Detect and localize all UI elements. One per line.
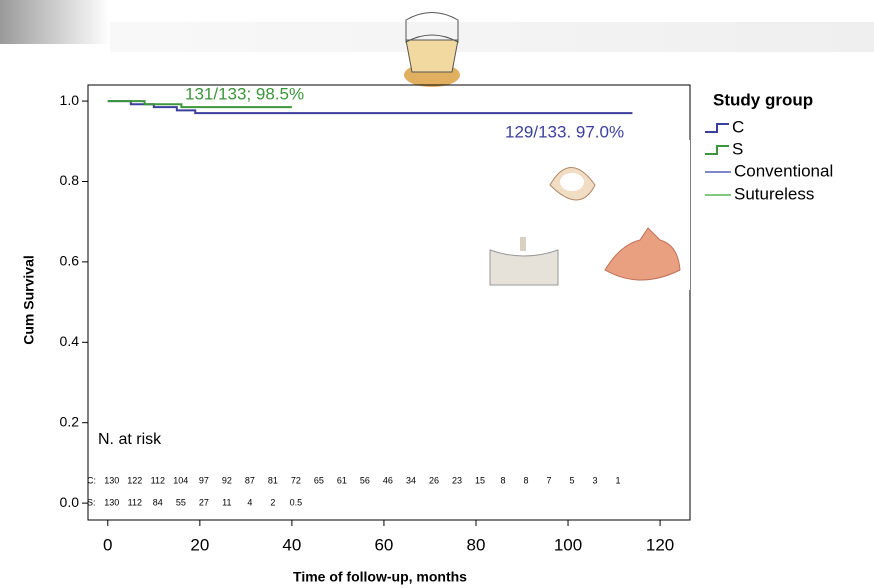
risk-count: 23 [452,475,462,485]
legend-step-icon [705,146,729,154]
risk-count: 97 [199,475,209,485]
risk-count: 112 [151,475,165,485]
risk-count: 56 [360,475,370,485]
legend-title: Study group [713,90,813,109]
risk-row-label: S: [87,497,96,507]
risk-count: 3 [593,475,598,485]
risk-count: 27 [199,497,209,507]
risk-row-label: C: [87,475,96,485]
corner-decoration [0,0,110,44]
risk-table-title: N. at risk [98,431,162,448]
risk-count: 65 [314,475,324,485]
annotation: 129/133. 97.0% [505,122,624,141]
risk-count: 0.5 [290,497,303,507]
risk-count: 1 [616,475,621,485]
risk-count: 92 [222,475,232,485]
y-axis-title: Cum Survival [21,255,37,344]
annotation: 131/133; 98.5% [185,84,304,103]
risk-count: 81 [268,475,278,485]
risk-count: 26 [429,475,439,485]
y-tick-label: 0.4 [60,333,80,349]
legend-label: Conventional [734,161,833,180]
risk-count: 7 [547,475,552,485]
risk-count: 2 [270,497,275,507]
legend-label: C [732,117,744,136]
risk-count: 130 [104,497,119,507]
risk-count: 4 [247,497,252,507]
risk-count: 122 [127,475,142,485]
y-tick-label: 0.8 [60,172,80,188]
x-tick-label: 80 [467,535,486,554]
risk-count: 72 [291,475,301,485]
y-tick-label: 0.0 [60,494,80,510]
y-tick-label: 1.0 [60,92,80,108]
legend-label: Sutureless [734,184,814,203]
chart: P: 0.00.20.40.60.81.0020406080100120Time… [0,0,874,588]
risk-count: 104 [173,475,188,485]
risk-count: 46 [383,475,393,485]
risk-count: 84 [153,497,163,507]
risk-count: 34 [406,475,416,485]
risk-count: 61 [337,475,347,485]
header-band [110,22,874,52]
risk-count: 15 [475,475,485,485]
x-tick-label: 40 [282,535,301,554]
risk-count: 8 [500,475,505,485]
legend-label: S [732,139,743,158]
x-tick-label: 60 [374,535,393,554]
y-tick-label: 0.6 [60,253,80,269]
x-tick-label: 20 [190,535,209,554]
x-tick-label: 0 [103,535,112,554]
risk-count: 55 [176,497,186,507]
risk-count: 87 [245,475,255,485]
x-axis-title: Time of follow-up, months [293,569,467,585]
risk-count: 8 [524,475,529,485]
risk-count: 112 [128,497,142,507]
risk-count: 130 [104,475,119,485]
x-tick-label: 120 [646,535,674,554]
y-tick-label: 0.2 [60,413,80,429]
valve-images [455,140,690,290]
risk-count: 5 [570,475,575,485]
risk-count: 11 [222,497,231,507]
x-tick-label: 100 [554,535,582,554]
legend-step-icon [705,124,729,132]
